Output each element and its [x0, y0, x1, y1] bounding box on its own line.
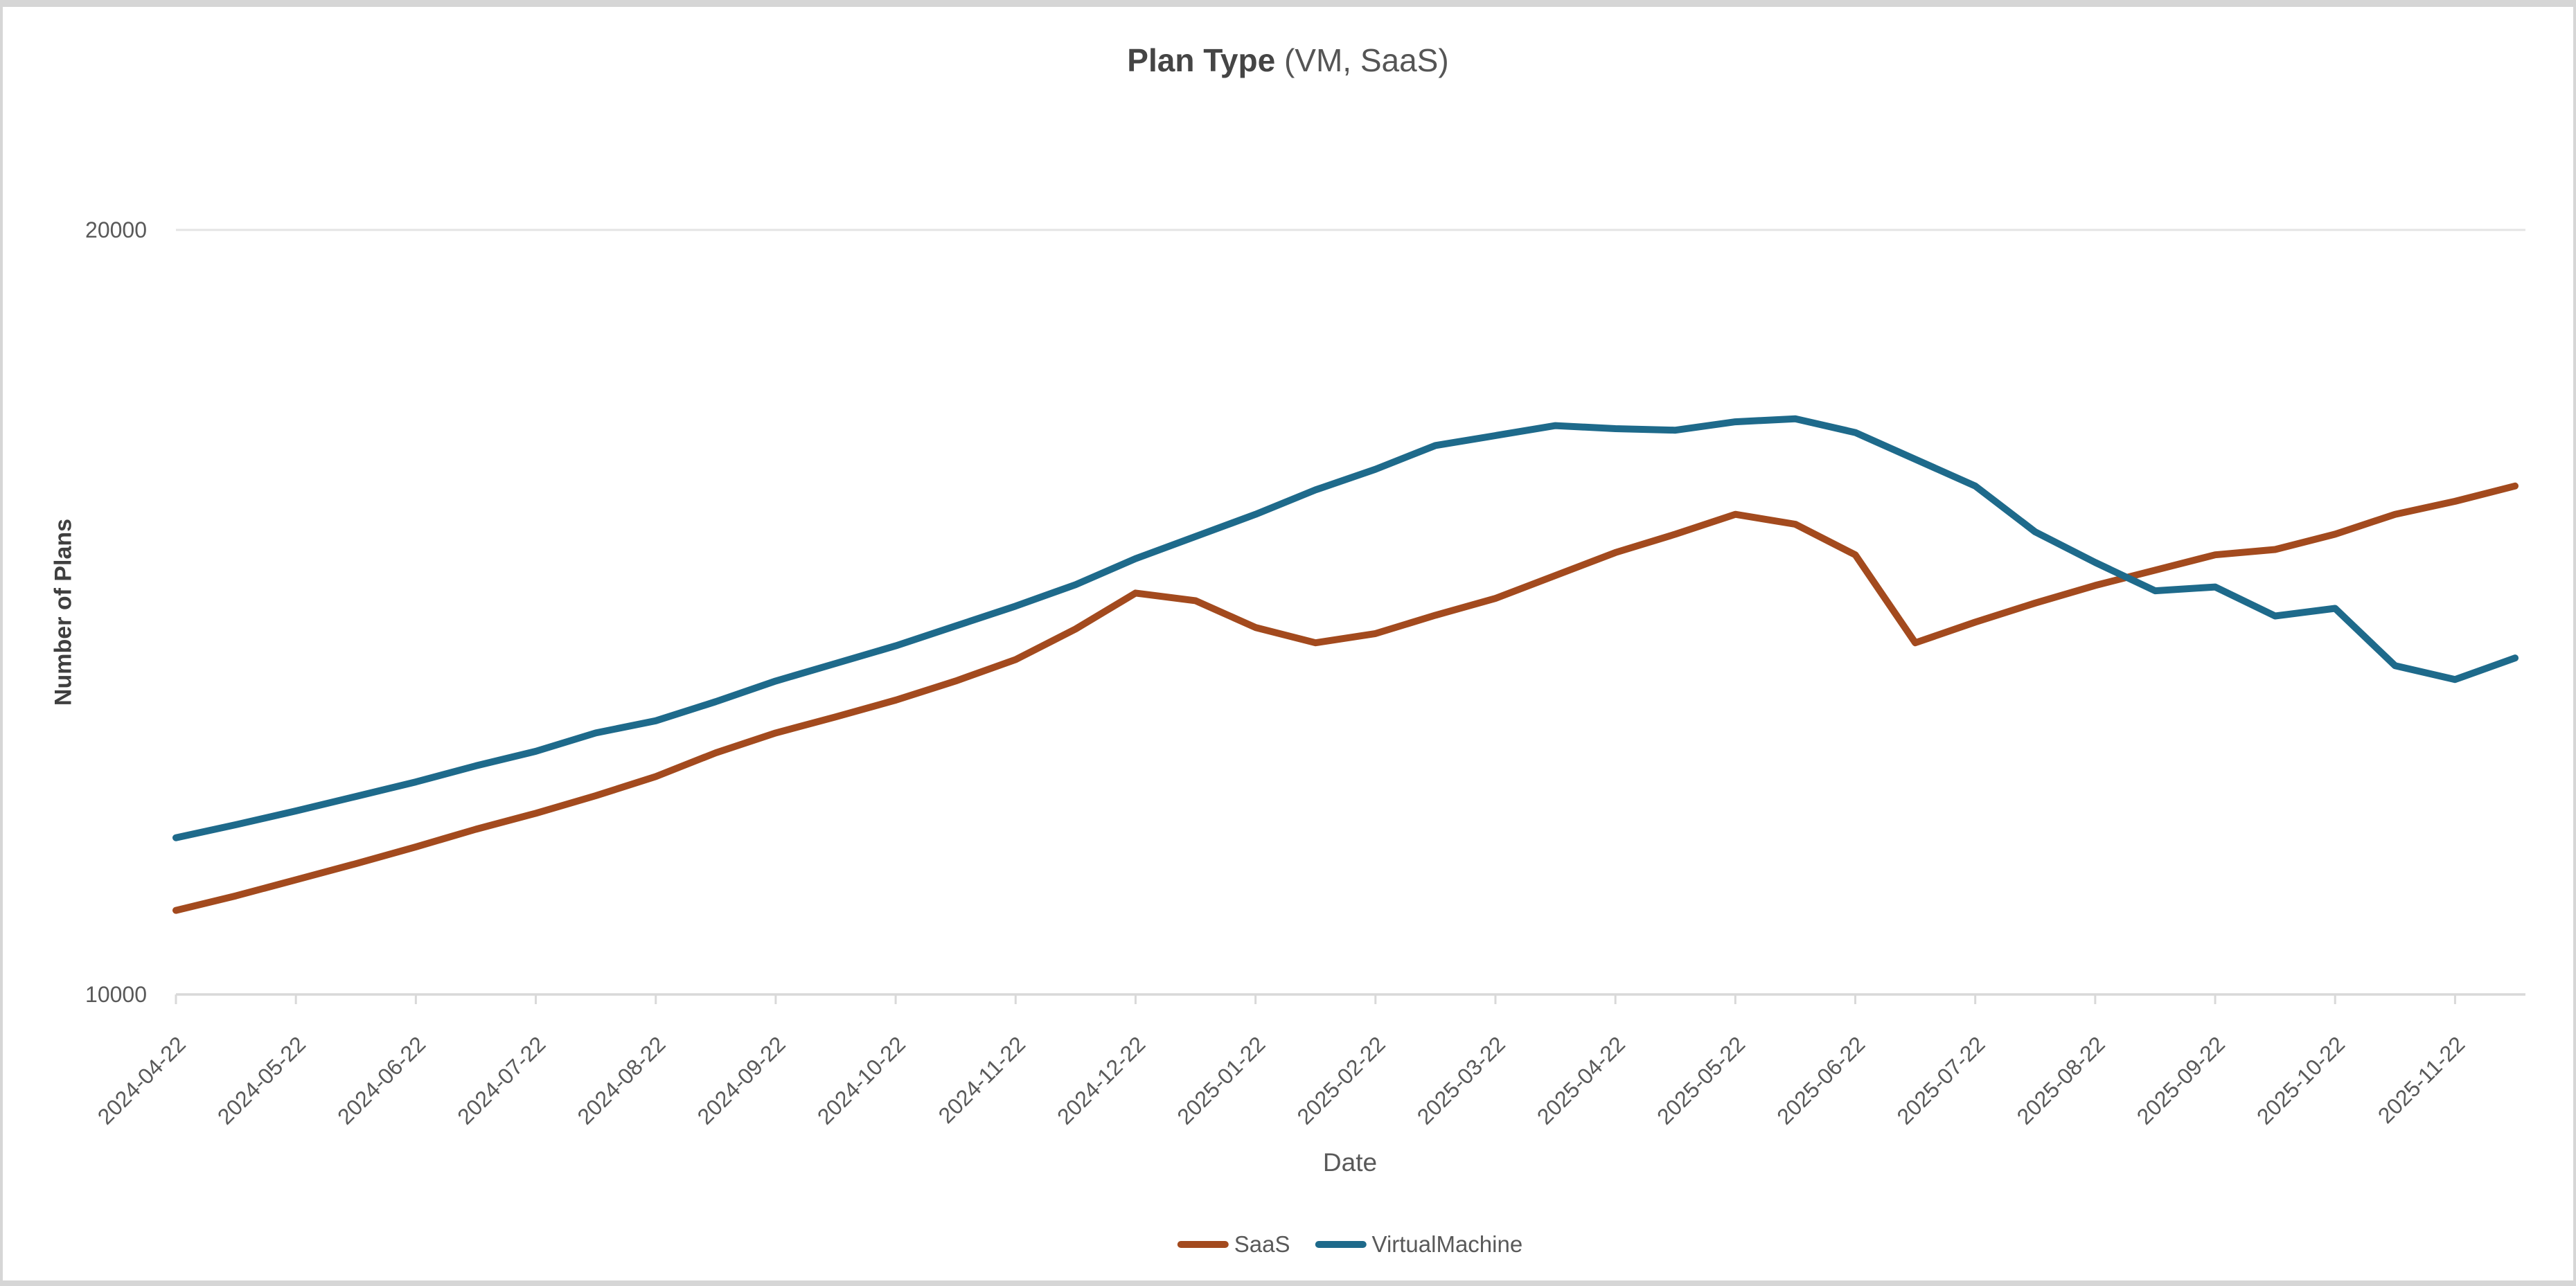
x-tick-label: 2024-09-22: [693, 1031, 790, 1129]
x-tick-label: 2025-11-22: [2373, 1031, 2470, 1128]
line-chart-plot-area: 10000 20000 2024-04-22 2024-05-22 2024-06-22…: [85, 217, 2525, 1129]
x-tick-label: 2024-08-22: [572, 1031, 670, 1129]
chart-title-subtitle: (VM, SaaS): [1275, 42, 1449, 78]
x-axis-title: Date: [1322, 1148, 1378, 1177]
x-tick-label: 2025-02-22: [1293, 1031, 1390, 1129]
virtualmachine-line: [172, 415, 2519, 841]
x-tick-label: 2025-03-22: [1412, 1031, 1510, 1129]
x-tick-label: 2024-07-22: [452, 1031, 550, 1129]
chart-title-bold: Plan Type: [1127, 42, 1276, 78]
chart-legend: SaaS VirtualMachine: [1177, 1231, 1523, 1258]
x-tick-label: 2024-05-22: [213, 1031, 310, 1129]
x-tick-label: 2025-01-22: [1172, 1031, 1270, 1129]
x-tick-label: 2025-06-22: [1772, 1031, 1869, 1129]
x-tick-label: 2025-09-22: [2132, 1031, 2230, 1129]
x-tick-label: 2025-07-22: [1892, 1031, 1989, 1129]
legend-label-virtualmachine: VirtualMachine: [1371, 1231, 1523, 1257]
x-tick-label: 2024-12-22: [1052, 1031, 1150, 1129]
virtualmachine-line-swatch: [1315, 1241, 1367, 1248]
x-tick-label: 2025-05-22: [1652, 1031, 1750, 1129]
y-tick-label-20000: 20000: [85, 217, 147, 242]
x-tick-label: 2024-11-22: [934, 1031, 1031, 1128]
x-tick-label: 2024-10-22: [812, 1031, 910, 1129]
legend-item-virtualmachine[interactable]: VirtualMachine: [1315, 1231, 1523, 1258]
x-tick-label: 2025-04-22: [1532, 1031, 1630, 1129]
legend-item-saas[interactable]: SaaS: [1177, 1231, 1290, 1258]
x-tick-label: 2025-08-22: [2012, 1031, 2110, 1129]
x-tick-label: 2024-04-22: [93, 1031, 190, 1129]
x-tick-label: 2024-06-22: [332, 1031, 430, 1129]
x-tick-label: 2025-10-22: [2252, 1031, 2350, 1129]
saas-line-swatch: [1177, 1241, 1229, 1248]
chart-title: Plan Type (VM, SaaS): [3, 42, 2573, 79]
saas-line: [172, 482, 2519, 914]
legend-label-saas: SaaS: [1234, 1231, 1290, 1257]
y-tick-label-10000: 10000: [85, 982, 147, 1007]
